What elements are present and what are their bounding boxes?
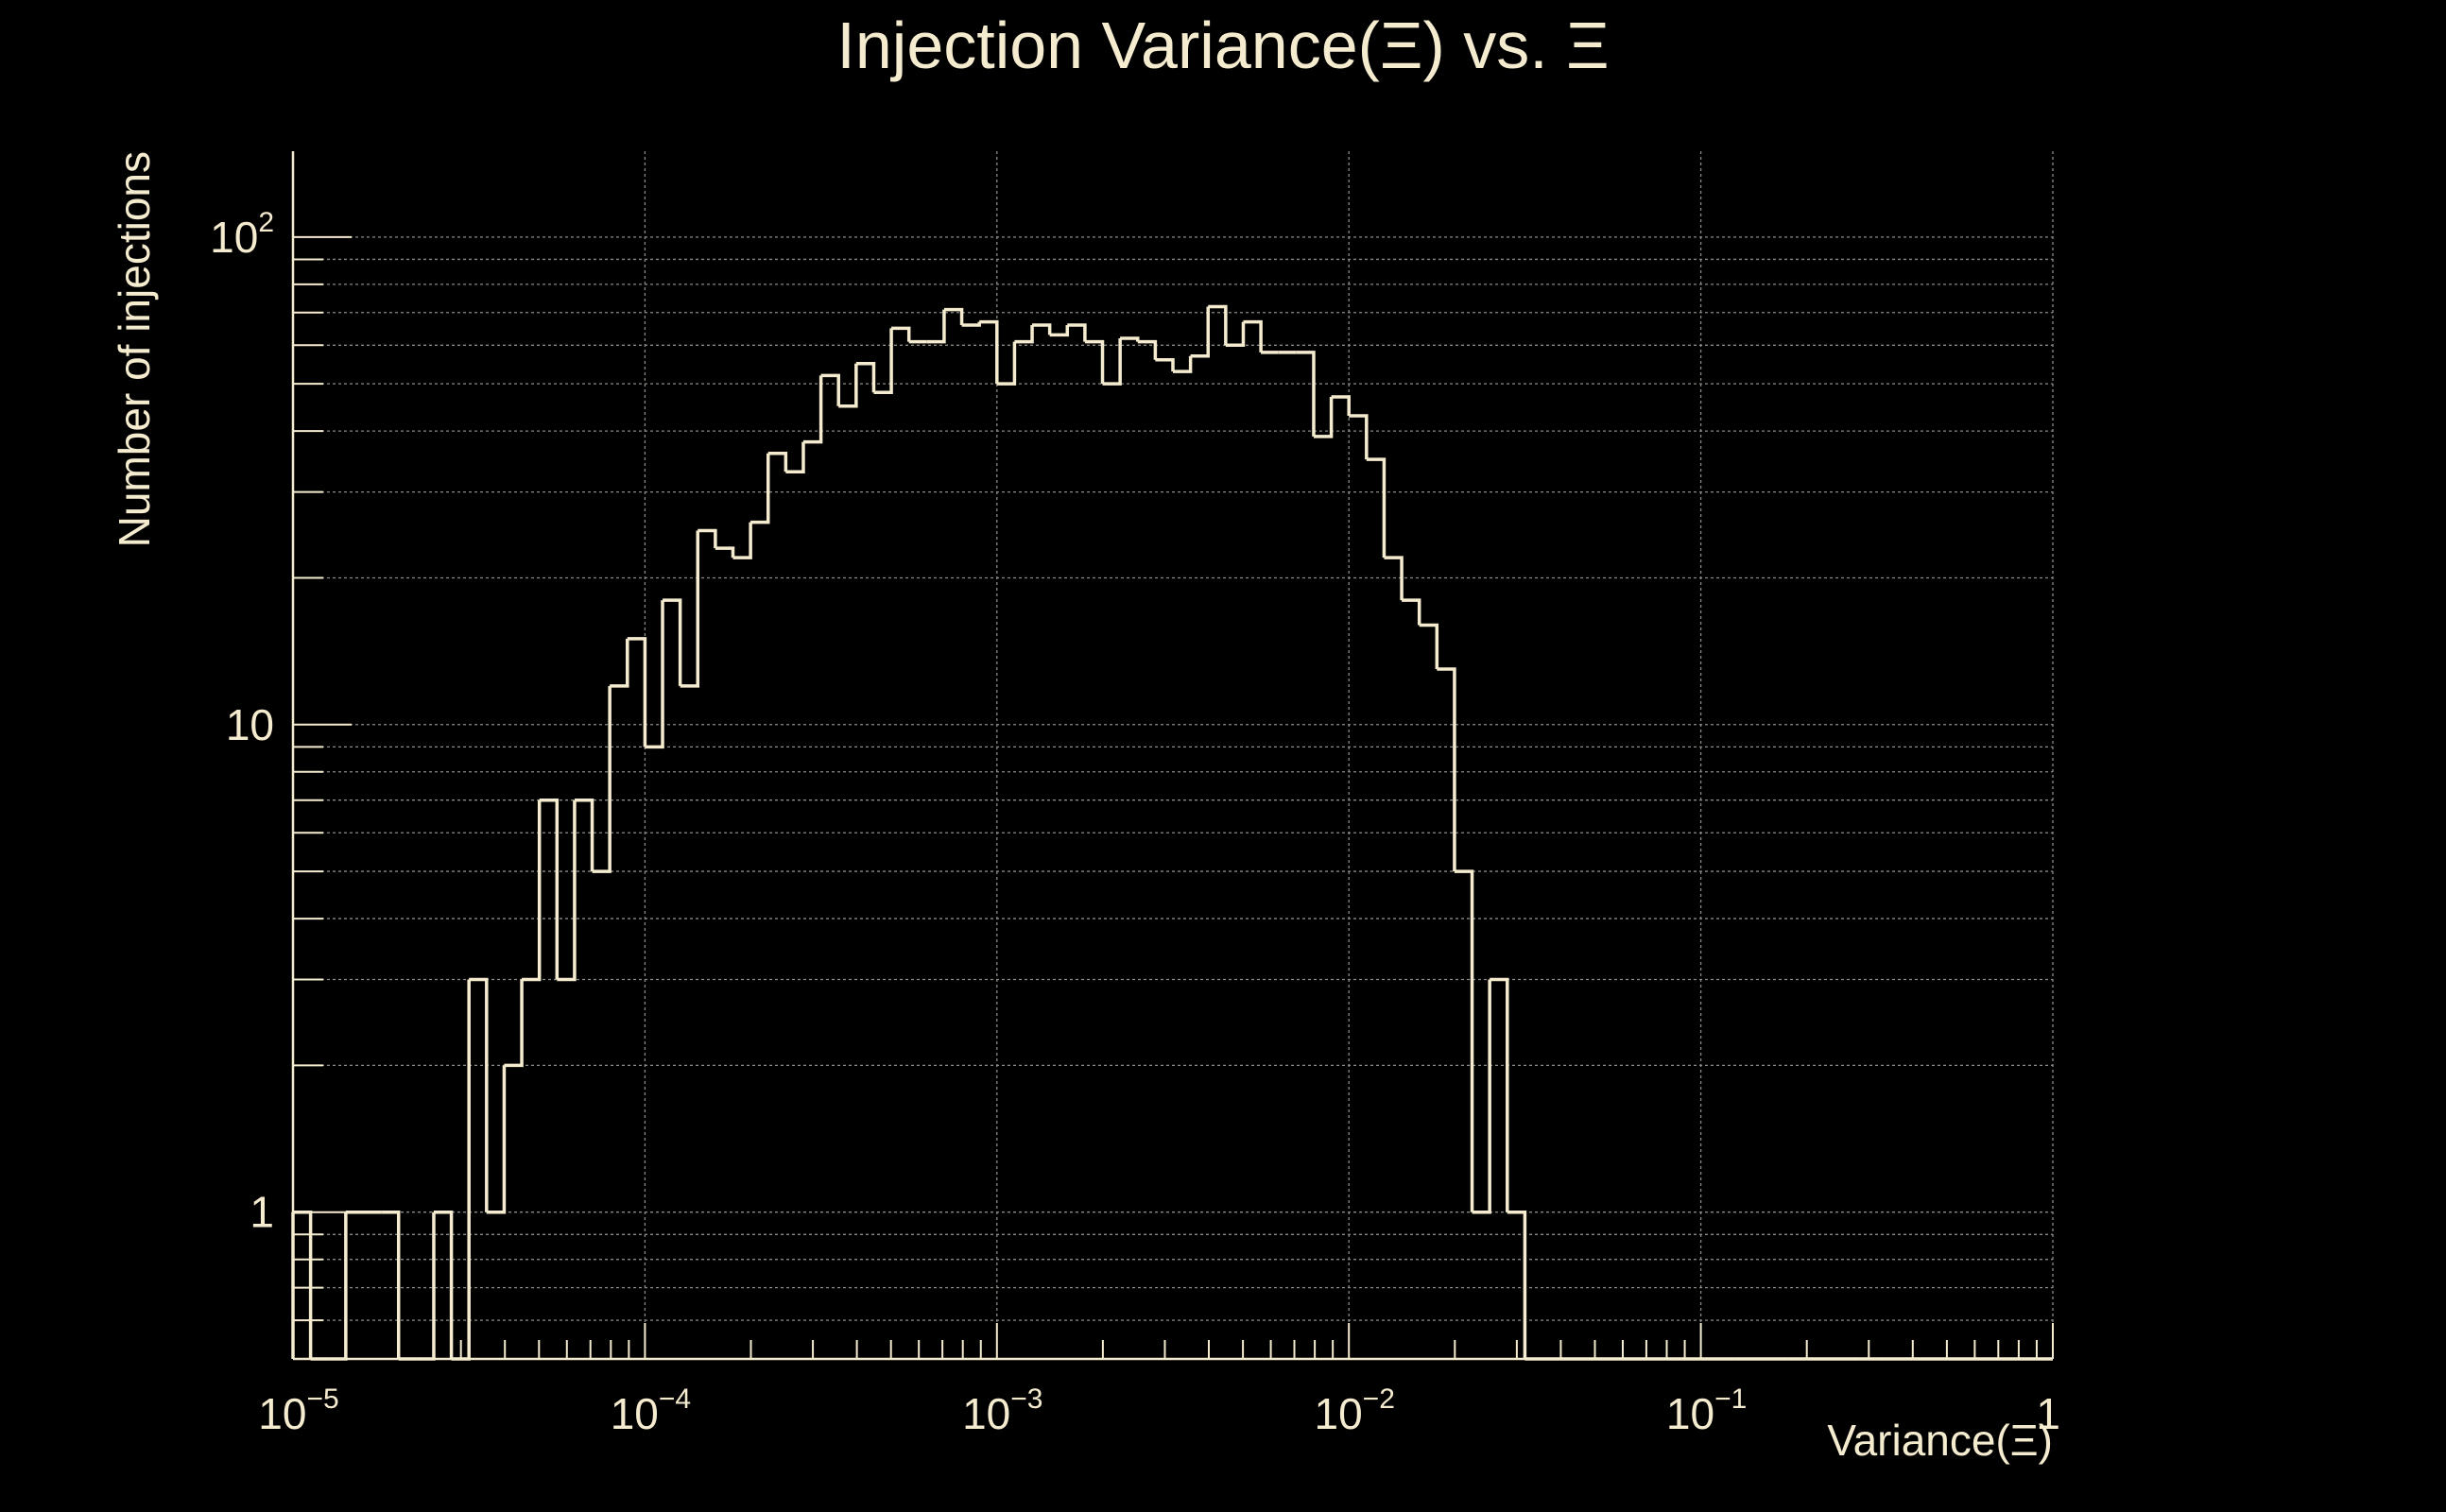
histogram-bin xyxy=(1402,598,1421,626)
histogram-bin xyxy=(855,362,876,393)
histogram-bin xyxy=(433,1210,454,1359)
histogram-bin xyxy=(1313,397,1334,438)
histogram-bin xyxy=(767,452,788,472)
histogram-bin xyxy=(802,375,823,444)
histogram-bin xyxy=(328,1211,348,1361)
histogram-bin xyxy=(1049,324,1070,337)
histogram-bin xyxy=(522,799,542,982)
histogram-bin xyxy=(539,798,560,980)
x-tick-label: 10−5 xyxy=(258,1383,338,1438)
x-axis-label: Variance(Ξ) xyxy=(1827,1416,2053,1465)
histogram-bin xyxy=(1137,339,1158,360)
histogram-bin xyxy=(1419,623,1439,669)
histogram-bin xyxy=(785,441,805,474)
histogram-bin xyxy=(469,977,489,1212)
histogram-bin xyxy=(504,979,524,1068)
histogram-bin xyxy=(750,453,770,524)
histogram-bin xyxy=(610,638,629,688)
histogram-bin xyxy=(820,373,840,406)
histogram-bin xyxy=(961,321,981,327)
histogram-bin xyxy=(1384,556,1404,601)
histogram-bin xyxy=(1331,395,1351,416)
x-tick-label: 1 xyxy=(2036,1389,2060,1438)
histogram-bin xyxy=(680,530,700,688)
histogram-bin xyxy=(1490,977,1509,1212)
histogram-bin xyxy=(1507,1210,1527,1359)
histogram-bin xyxy=(1173,355,1193,373)
histogram-bin xyxy=(1208,304,1228,346)
histogram-bin xyxy=(645,600,664,749)
histogram-bin xyxy=(1472,979,1491,1214)
histogram-bin xyxy=(873,328,893,395)
histogram-bars xyxy=(291,304,2053,1361)
axes xyxy=(291,151,2053,1361)
histogram-bin xyxy=(891,326,911,342)
histogram-bin xyxy=(838,363,858,408)
histogram-bin xyxy=(557,799,577,982)
histogram-bin xyxy=(451,979,471,1361)
y-tick-label: 10 xyxy=(226,700,274,749)
x-tick-label: 10−1 xyxy=(1666,1383,1747,1438)
chart-title: Injection Variance(Ξ) vs. Ξ xyxy=(836,9,1609,82)
x-tick-label: 10−2 xyxy=(1315,1383,1395,1438)
histogram-bin xyxy=(1437,667,1456,872)
histogram-bin xyxy=(592,685,612,873)
histogram-bin xyxy=(486,1065,507,1214)
histogram-bin xyxy=(1349,414,1369,460)
histogram-bin xyxy=(732,522,752,559)
histogram-bin xyxy=(996,341,1017,386)
histogram-bin xyxy=(1067,323,1087,342)
histogram-bin xyxy=(1296,351,1316,437)
histogram-bin xyxy=(1120,336,1140,342)
y-axis-ticks: 1 10 102 xyxy=(210,207,352,1360)
y-tick-label: 102 xyxy=(210,207,274,262)
histogram-bin xyxy=(715,546,735,558)
histogram-bin xyxy=(1454,869,1474,1212)
histogram-bin xyxy=(1366,457,1387,558)
histogram-bin xyxy=(1032,323,1052,335)
y-axis-label: Number of injections xyxy=(110,151,159,547)
histogram-bin xyxy=(926,309,946,344)
histogram-bin xyxy=(627,637,647,747)
histogram-bin xyxy=(1243,319,1263,352)
y-tick-label: 1 xyxy=(250,1188,274,1237)
histogram-bin xyxy=(1014,324,1034,344)
histogram-bin xyxy=(381,1210,401,1359)
histogram-bin xyxy=(1102,337,1122,386)
x-axis-ticks: 10−5 10−4 10−3 10−2 10−1 1 xyxy=(258,1323,2060,1438)
histogram-bin xyxy=(1155,358,1175,372)
histogram-bin xyxy=(1084,339,1105,385)
histogram-bin xyxy=(943,307,964,325)
x-tick-label: 10−4 xyxy=(611,1383,691,1438)
histogram-bin xyxy=(1190,306,1210,358)
histogram-bin xyxy=(698,528,717,549)
x-tick-label: 10−3 xyxy=(962,1383,1042,1438)
histogram-bin xyxy=(416,1211,436,1361)
grid-lines xyxy=(292,151,2054,1360)
histogram-bin xyxy=(663,598,682,686)
histogram-bin xyxy=(1225,321,1246,348)
histogram-bin xyxy=(574,798,594,872)
histogram-bin xyxy=(979,319,999,385)
